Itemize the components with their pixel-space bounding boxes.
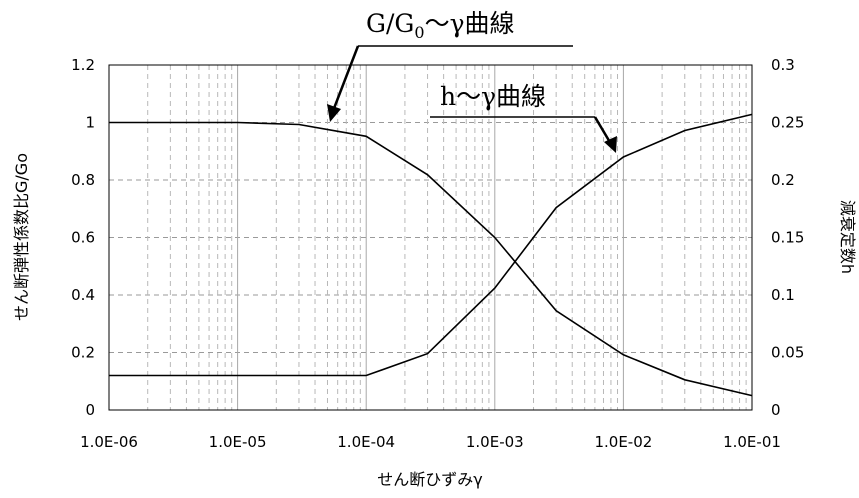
series-line-g-ratio [109,121,753,397]
y-left-tick-label: 0.6 [71,229,95,247]
series-lines [109,113,753,397]
y-right-tick-label: 0.25 [771,114,804,132]
y-left-tick-label: 1 [85,114,95,132]
y-right-tick-label: 0.1 [771,286,795,304]
y-right-tick-label: 0.15 [771,229,804,247]
y-right-tick-label: 0.05 [771,344,804,362]
annotation-g-arrow-line [331,45,360,112]
annotation-h-arrow-line [593,116,613,145]
annotation-g-sub: 0 [414,23,424,42]
y-right-tick-label: 0.3 [771,56,795,74]
x-axis-label: せん断ひずみγ [377,470,482,489]
y-left-tick-label: 0.4 [71,286,95,304]
series-line-damping [109,113,753,377]
y-right-tick-label: 0.2 [771,171,795,189]
x-tick-label: 1.0E-05 [209,433,267,451]
annotation-h-text: h～γ曲線 [440,82,546,111]
y-left-tick-label: 1.2 [71,56,95,74]
x-tick-label: 1.0E-06 [80,433,138,451]
annotation-g-g0-curve: G/G0～γ曲線 [327,9,573,122]
svg-text:G/G0～γ曲線: G/G0～γ曲線 [366,9,515,42]
y-axis-left-label: せん断弾性係数比G/Go [12,153,31,321]
x-tick-label: 1.0E-04 [337,433,395,451]
y-left-tick-label: 0.8 [71,171,95,189]
y-left-tick-label: 0.2 [71,344,95,362]
annotation-g-tail: ～γ曲線 [425,9,515,38]
annotation-h-arrow-head [604,136,617,153]
y-right-tick-label: 0 [771,401,781,419]
plot-area-frame [108,64,753,411]
y-axis-right-label: 減衰定数h [838,200,857,274]
x-tick-label: 1.0E-02 [594,433,652,451]
x-tick-label: 1.0E-01 [723,433,781,451]
annotation-h-curve: h～γ曲線 [430,82,617,153]
annotation-g-main: G/G [366,9,414,38]
y-left-tick-label: 0 [85,401,95,419]
x-tick-label: 1.0E-03 [466,433,524,451]
tick-labels: 1.0E-06 1.0E-05 1.0E-04 1.0E-03 1.0E-02 1.0E-… [71,56,804,451]
annotation-g-arrow-head [327,104,341,122]
